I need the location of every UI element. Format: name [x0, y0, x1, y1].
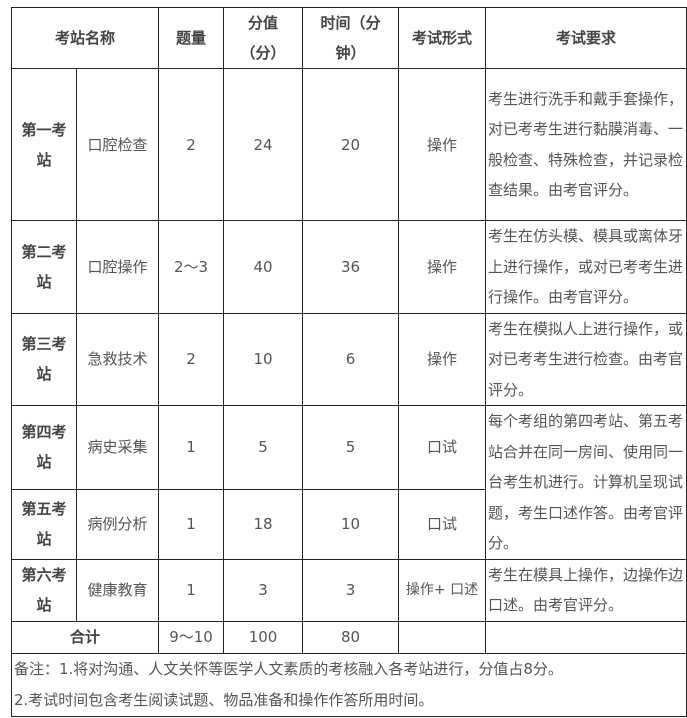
time-cell: 3 [302, 558, 400, 622]
note-2: 2.考试时间包含考生阅读试题、物品准备和操作作答所用时间。 [10, 684, 687, 717]
score-cell: 40 [223, 220, 304, 314]
note-row: 2.考试时间包含考生阅读试题、物品准备和操作作答所用时间。 [10, 684, 687, 717]
form-cell: 操作+ 口述 [398, 558, 487, 622]
total-label: 合计 [10, 620, 160, 654]
requirement-cell: 考生在仿头模、模具或离体牙上进行操作，或对已考考生进行操作。由考官评分。 [485, 220, 687, 314]
station-cell: 第六考站 [11, 558, 77, 622]
name-cell: 健康教育 [75, 558, 160, 622]
station-cell: 第二考站 [11, 220, 77, 314]
score-cell: 10 [223, 312, 304, 406]
time-cell: 6 [302, 312, 400, 406]
table-row: 第三考站 急救技术 2 10 6 操作 考生在模拟人上进行操作，或对已考考生进行… [11, 312, 687, 406]
total-requirement-empty [485, 620, 687, 654]
table-row: 第一考站 口腔检查 2 24 20 操作 考生进行洗手和戴手套操作，对已考考生进… [11, 68, 687, 221]
table-row: 第四考站 病史采集 1 5 5 口试 每个考组的第四考站、第五考站合并在同一房间… [11, 405, 687, 560]
name-cell: 急救技术 [75, 312, 160, 406]
station-cell: 第五考站 [11, 488, 77, 560]
station-cell: 第三考站 [11, 312, 77, 406]
score-cell: 3 [223, 558, 304, 622]
note-row: 备注：1.将对沟通、人文关怀等医学人文素质的考核融入各考站进行，分值占8分。 [10, 652, 687, 685]
requirement-cell: 考生进行洗手和戴手套操作，对已考考生进行黏膜消毒、一般检查、特殊检查，并记录检查… [485, 68, 687, 221]
requirement-cell: 考生在模拟人上进行操作，或对已考考生进行检查。由考官评分。 [485, 312, 687, 406]
note-1: 备注：1.将对沟通、人文关怀等医学人文素质的考核融入各考站进行，分值占8分。 [10, 652, 687, 685]
form-cell: 操作 [398, 312, 487, 406]
exam-station-table: 考站名称 题量 分值（分） 时间（分钟） 考试形式 考试要求 第一考站 口腔检查… [10, 7, 687, 717]
count-cell: 1 [158, 558, 225, 622]
header-time: 时间（分钟） [302, 7, 400, 69]
count-cell: 2 [158, 68, 225, 221]
header-requirement: 考试要求 [485, 7, 687, 69]
name-cell: 口腔操作 [75, 220, 160, 314]
header-form: 考试形式 [398, 7, 487, 69]
form-cell: 操作 [398, 220, 487, 314]
header-score: 分值（分） [223, 7, 304, 69]
table-row: 第五考站 病例分析 1 18 10 口试 [11, 488, 687, 560]
header-row: 考站名称 题量 分值（分） 时间（分钟） 考试形式 考试要求 [10, 7, 687, 69]
form-cell: 口试 [398, 488, 487, 560]
count-cell: 1 [158, 488, 225, 560]
requirement-cell: 考生在模具上操作，边操作边口述。由考官评分。 [485, 558, 687, 622]
table-row: 第二考站 口腔操作 2～3 40 36 操作 考生在仿头模、模具或离体牙上进行操… [11, 220, 687, 314]
name-cell: 病例分析 [75, 488, 160, 560]
station-cell: 第一考站 [11, 68, 77, 221]
requirement-cell: 每个考组的第四考站、第五考站合并在同一房间、使用同一台考生机进行。计算机呈现试题… [485, 405, 687, 560]
score-cell: 24 [223, 68, 304, 221]
header-station-name: 考站名称 [10, 7, 160, 69]
total-row: 合计 9～10 100 80 [10, 620, 687, 654]
form-cell: 操作 [398, 68, 487, 221]
count-cell: 2～3 [158, 220, 225, 314]
time-cell: 20 [302, 68, 400, 221]
header-count: 题量 [158, 7, 225, 69]
time-cell: 5 [302, 405, 400, 490]
time-cell: 36 [302, 220, 400, 314]
score-cell: 5 [223, 405, 304, 490]
table-row: 第六考站 健康教育 1 3 3 操作+ 口述 考生在模具上操作，边操作边口述。由… [11, 558, 687, 622]
total-form-empty [398, 620, 487, 654]
time-cell: 10 [302, 488, 400, 560]
total-count: 9～10 [158, 620, 225, 654]
name-cell: 口腔检查 [75, 68, 160, 221]
name-cell: 病史采集 [75, 405, 160, 490]
form-cell: 口试 [398, 405, 487, 490]
station-cell: 第四考站 [11, 405, 77, 490]
total-score: 100 [223, 620, 304, 654]
total-time: 80 [302, 620, 400, 654]
count-cell: 1 [158, 405, 225, 490]
score-cell: 18 [223, 488, 304, 560]
count-cell: 2 [158, 312, 225, 406]
